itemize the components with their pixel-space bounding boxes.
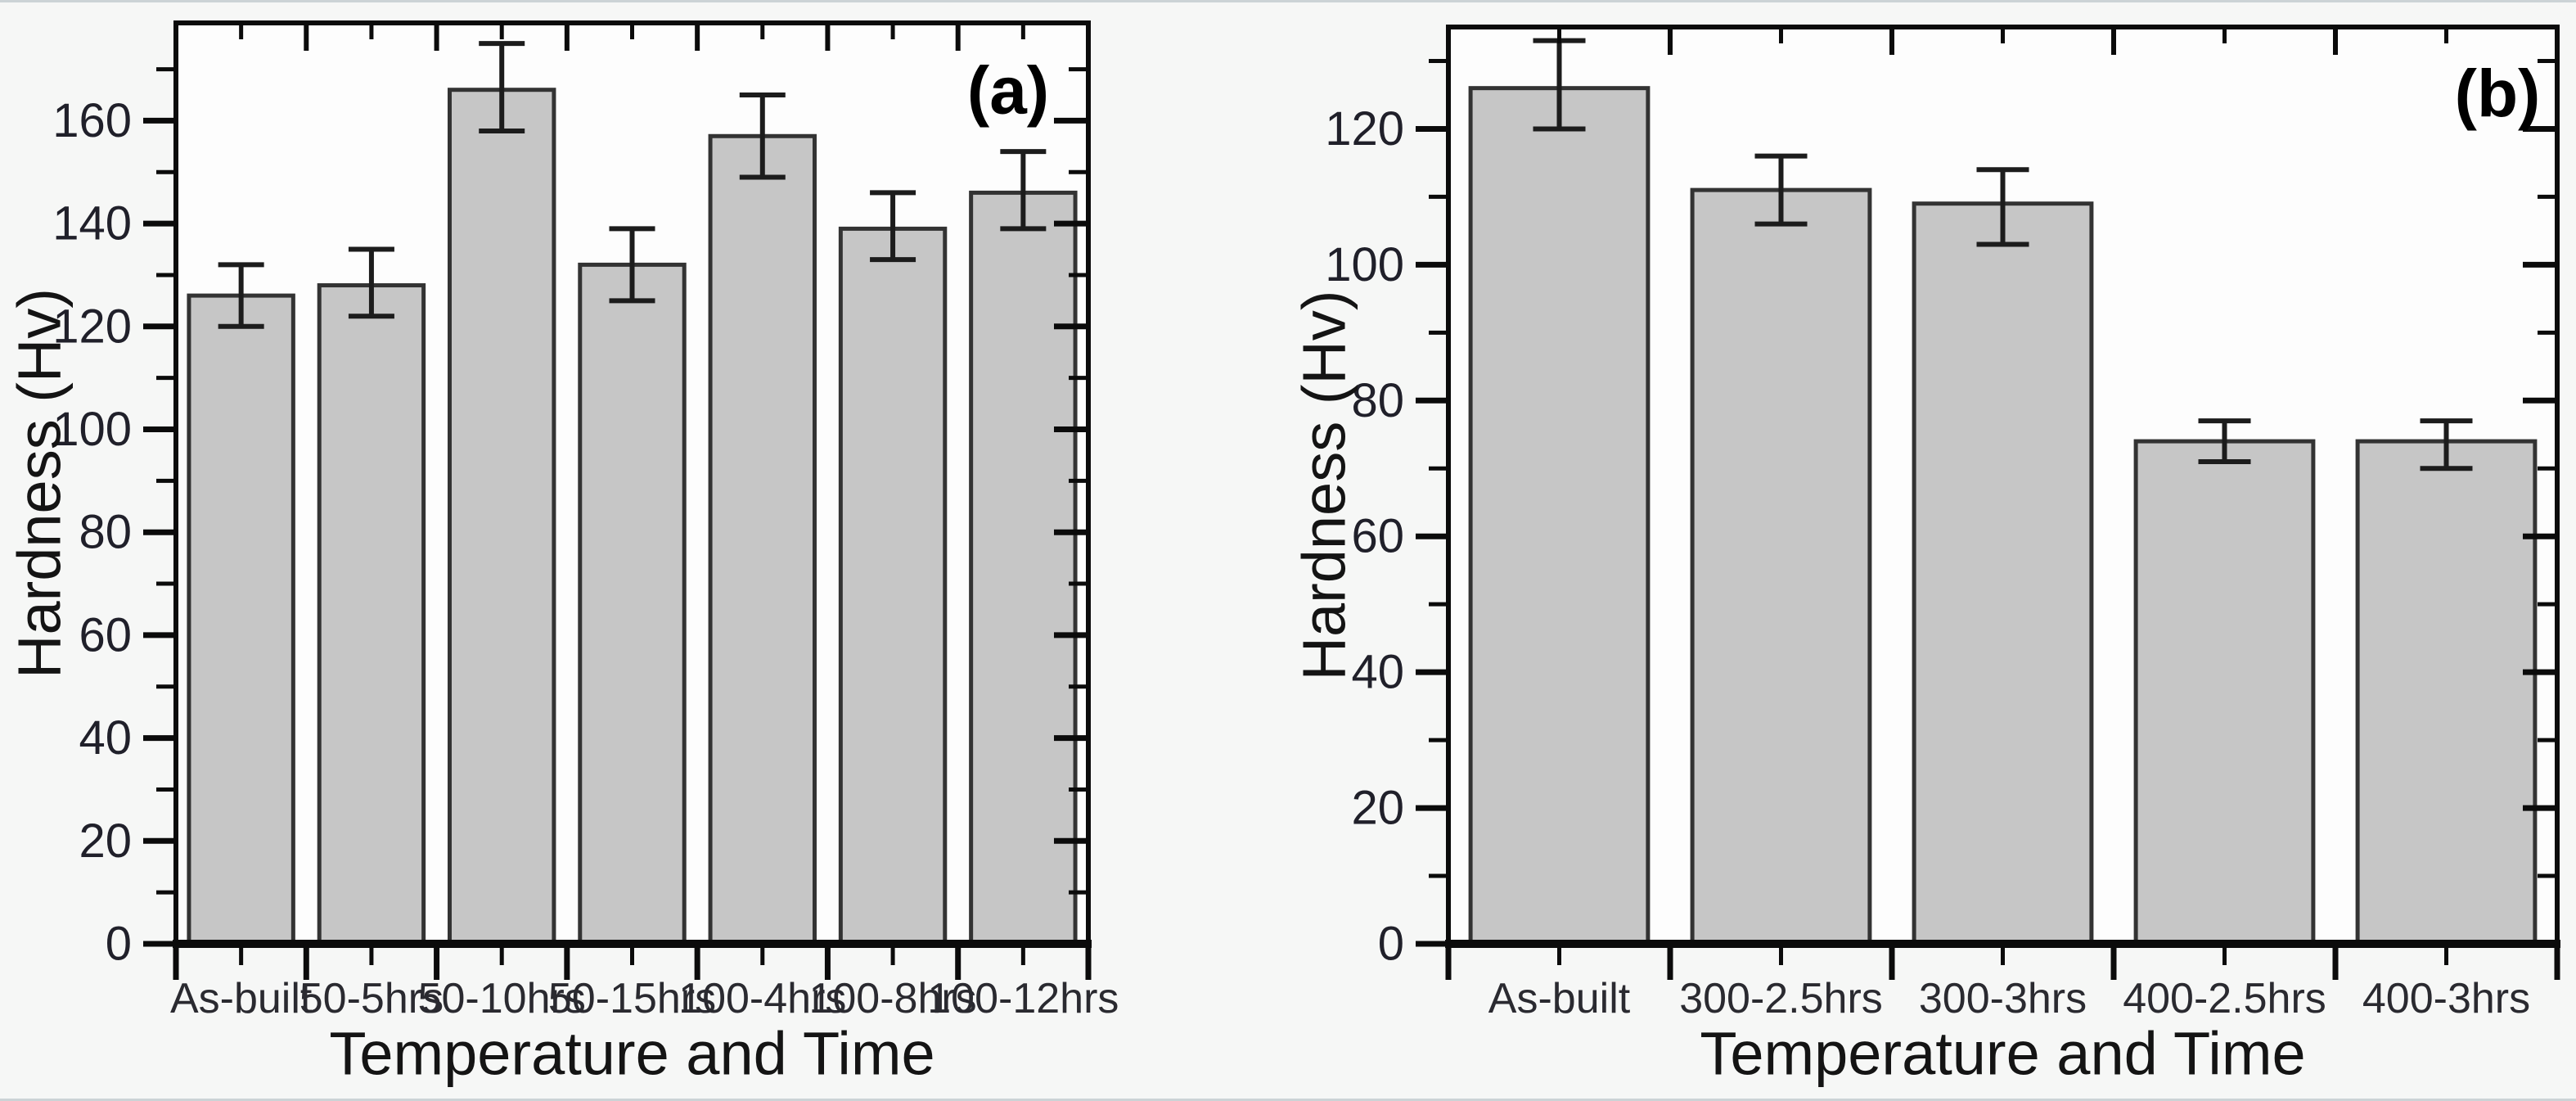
- y-tick-label: 100: [52, 403, 132, 456]
- error-bar-400-3hrs: [2420, 418, 2473, 472]
- x-category-label: 300-3hrs: [1919, 975, 2087, 1022]
- chart-panel-b: 0 20 40 60 80 100 120 As-built 300-2.5hrs 300-3hr…: [1290, 25, 2560, 1088]
- x-axis-title: Temperature and Time: [1700, 1020, 2305, 1088]
- panel-label-a: (a): [967, 54, 1049, 129]
- y-tick-label: 120: [1325, 102, 1404, 156]
- bar-300-3hrs: [1912, 201, 2094, 946]
- x-category-label: 400-2.5hrs: [2123, 975, 2326, 1022]
- x-category-label: 300-2.5hrs: [1679, 975, 1883, 1022]
- x-category-label: 50-10hrs: [418, 975, 586, 1022]
- y-tick-label: 80: [79, 506, 132, 559]
- bar-100-4hrs: [708, 133, 817, 946]
- y-tick-label: 160: [52, 94, 132, 147]
- bar-400-2.5hrs: [2133, 439, 2316, 946]
- error-bar-As-built: [218, 262, 264, 329]
- x-category-label: As-built: [170, 975, 313, 1022]
- bar-As-built: [1468, 86, 1651, 946]
- error-bar-50-15hrs: [609, 226, 655, 304]
- x-category-label: As-built: [1488, 975, 1631, 1022]
- error-bar-400-2.5hrs: [2198, 418, 2251, 464]
- x-axis-title: Temperature and Time: [329, 1020, 934, 1088]
- y-tick-label: 40: [1351, 646, 1404, 699]
- error-bar-50-10hrs: [479, 41, 525, 133]
- x-category-label: 50-15hrs: [548, 975, 716, 1022]
- y-tick-label: 80: [1351, 374, 1404, 427]
- y-tick-label: 100: [1325, 238, 1404, 291]
- chart-panel-a: 020406080100120140160As-built50-5hrs50-1…: [6, 20, 1119, 1088]
- x-category-label: 100-4hrs: [678, 975, 846, 1022]
- y-tick-label: 0: [1378, 918, 1404, 971]
- y-tick-label: 120: [52, 300, 132, 353]
- bar-50-10hrs: [448, 88, 556, 946]
- y-tick-label: 20: [1351, 782, 1404, 835]
- bar-As-built: [187, 293, 295, 946]
- error-bar-300-3hrs: [1976, 167, 2029, 247]
- error-bar-50-5hrs: [348, 246, 394, 319]
- y-tick-label: 60: [1351, 510, 1404, 563]
- x-category-label: 50-5hrs: [299, 975, 444, 1022]
- x-category-label: 400-3hrs: [2362, 975, 2530, 1022]
- error-bar-300-2.5hrs: [1754, 153, 1808, 227]
- panel-label-b: (b): [2455, 57, 2541, 132]
- y-axis-title: Hardness (Hv): [6, 288, 74, 679]
- y-tick-label: 40: [79, 711, 132, 765]
- x-category-label: 100-8hrs: [808, 975, 976, 1022]
- error-bar-100-12hrs: [1000, 149, 1047, 232]
- y-tick-label: 0: [106, 918, 132, 971]
- error-bar-100-8hrs: [870, 190, 916, 263]
- bar-50-5hrs: [317, 283, 426, 946]
- bar-400-3hrs: [2355, 439, 2538, 946]
- bar-100-8hrs: [838, 226, 948, 946]
- y-tick-label: 60: [79, 608, 132, 661]
- bar-50-15hrs: [578, 262, 687, 946]
- error-bar-100-4hrs: [739, 92, 786, 180]
- bar-300-2.5hrs: [1690, 187, 1872, 946]
- x-category-label: 100-12hrs: [927, 975, 1119, 1022]
- y-tick-label: 140: [52, 197, 132, 250]
- bar-100-12hrs: [969, 190, 1078, 946]
- y-axis-title: Hardness (Hv): [1290, 291, 1358, 681]
- y-tick-label: 20: [79, 814, 132, 868]
